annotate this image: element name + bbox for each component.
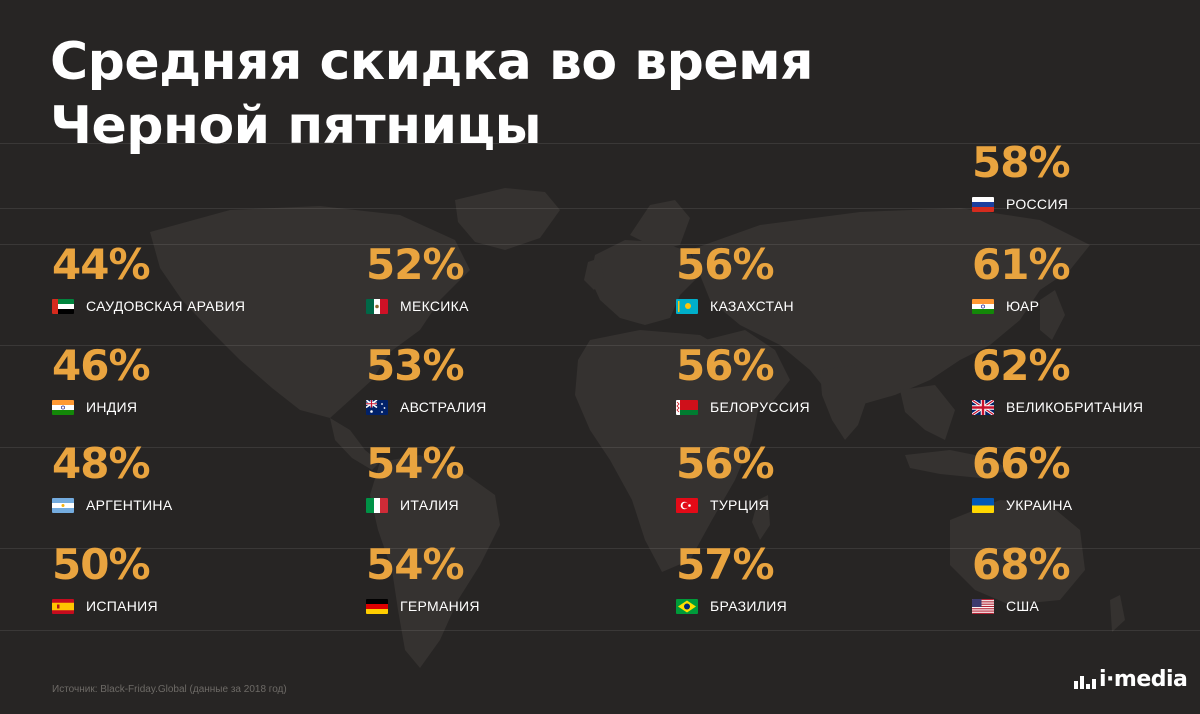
discount-value: 57% — [676, 540, 775, 589]
page-title: Средняя скидка во время Черной пятницы — [50, 30, 814, 158]
stat-saudi-arabia: 44% САУДОВСКАЯ АРАВИЯ — [52, 242, 332, 314]
india-flag-icon — [52, 399, 74, 415]
stat-germany: 54% ГЕРМАНИЯ — [366, 542, 646, 614]
country-name: США — [1006, 598, 1040, 614]
stat-kazakhstan: 56% КАЗАХСТАН — [676, 242, 956, 314]
discount-value: 56% — [676, 240, 775, 289]
stat-brazil: 57% БРАЗИЛИЯ — [676, 542, 956, 614]
grid-line — [0, 244, 1200, 245]
country-name: САУДОВСКАЯ АРАВИЯ — [86, 298, 246, 314]
discount-value: 62% — [972, 341, 1071, 390]
grid-line — [0, 208, 1200, 209]
stat-turkey: 56% ТУРЦИЯ — [676, 441, 956, 513]
discount-value: 56% — [676, 439, 775, 488]
stat-india: 46% ИНДИЯ — [52, 343, 332, 415]
stat-italy: 54% ИТАЛИЯ — [366, 441, 646, 513]
discount-value: 44% — [52, 240, 151, 289]
belarus-flag-icon — [676, 399, 698, 415]
germany-flag-icon — [366, 598, 388, 614]
grid-line — [0, 630, 1200, 631]
argentina-flag-icon — [52, 497, 74, 513]
stat-south-africa: 61% ЮАР — [972, 242, 1200, 314]
turkey-flag-icon — [676, 497, 698, 513]
spain-flag-icon — [52, 598, 74, 614]
kazakhstan-flag-icon — [676, 298, 698, 314]
stat-ukraine: 66% УКРАИНА — [972, 441, 1200, 513]
discount-value: 46% — [52, 341, 151, 390]
imedia-logo: i·media — [1074, 666, 1188, 692]
usa-flag-icon — [972, 598, 994, 614]
country-name: ИТАЛИЯ — [400, 497, 459, 513]
russia-flag-icon — [972, 196, 994, 212]
italy-flag-icon — [366, 497, 388, 513]
uk-flag-icon — [972, 399, 994, 415]
stat-russia: 58% РОССИЯ — [972, 140, 1200, 212]
country-name: ИСПАНИЯ — [86, 598, 158, 614]
india-flag-icon — [972, 298, 994, 314]
country-name: УКРАИНА — [1006, 497, 1073, 513]
stat-belarus: 56% БЕЛОРУССИЯ — [676, 343, 956, 415]
discount-value: 58% — [972, 138, 1071, 187]
discount-value: 54% — [366, 439, 465, 488]
brazil-flag-icon — [676, 598, 698, 614]
discount-value: 50% — [52, 540, 151, 589]
discount-value: 54% — [366, 540, 465, 589]
grid-line — [0, 345, 1200, 346]
country-name: БЕЛОРУССИЯ — [710, 399, 810, 415]
country-name: БРАЗИЛИЯ — [710, 598, 788, 614]
stat-australia: 53% АВСТРАЛИЯ — [366, 343, 646, 415]
stat-mexico: 52% МЕКСИКА — [366, 242, 646, 314]
country-name: ГЕРМАНИЯ — [400, 598, 480, 614]
country-name: ТУРЦИЯ — [710, 497, 770, 513]
discount-value: 48% — [52, 439, 151, 488]
country-name: АРГЕНТИНА — [86, 497, 173, 513]
title-line-2: Черной пятницы — [50, 96, 542, 156]
logo-text: i·media — [1099, 667, 1188, 692]
discount-value: 68% — [972, 540, 1071, 589]
grid-line — [0, 447, 1200, 448]
stat-spain: 50% ИСПАНИЯ — [52, 542, 332, 614]
country-name: ЮАР — [1006, 298, 1040, 314]
discount-value: 56% — [676, 341, 775, 390]
stat-usa: 68% США — [972, 542, 1200, 614]
source-note: Источник: Black-Friday.Global (данные за… — [52, 684, 287, 695]
mexico-flag-icon — [366, 298, 388, 314]
stat-argentina: 48% АРГЕНТИНА — [52, 441, 332, 513]
stat-uk: 62% ВЕЛИКОБРИТАНИЯ — [972, 343, 1200, 415]
country-name: РОССИЯ — [1006, 196, 1069, 212]
country-name: КАЗАХСТАН — [710, 298, 794, 314]
country-name: МЕКСИКА — [400, 298, 469, 314]
grid-line — [0, 548, 1200, 549]
title-line-1: Средняя скидка во время — [50, 32, 814, 92]
country-name: ИНДИЯ — [86, 399, 138, 415]
discount-value: 52% — [366, 240, 465, 289]
ukraine-flag-icon — [972, 497, 994, 513]
discount-value: 61% — [972, 240, 1071, 289]
discount-value: 66% — [972, 439, 1071, 488]
uae-flag-icon — [52, 298, 74, 314]
country-name: АВСТРАЛИЯ — [400, 399, 487, 415]
country-name: ВЕЛИКОБРИТАНИЯ — [1006, 399, 1144, 415]
discount-value: 53% — [366, 341, 465, 390]
imedia-logo-icon — [1074, 676, 1096, 689]
grid-line — [0, 143, 1200, 144]
australia-flag-icon — [366, 399, 388, 415]
